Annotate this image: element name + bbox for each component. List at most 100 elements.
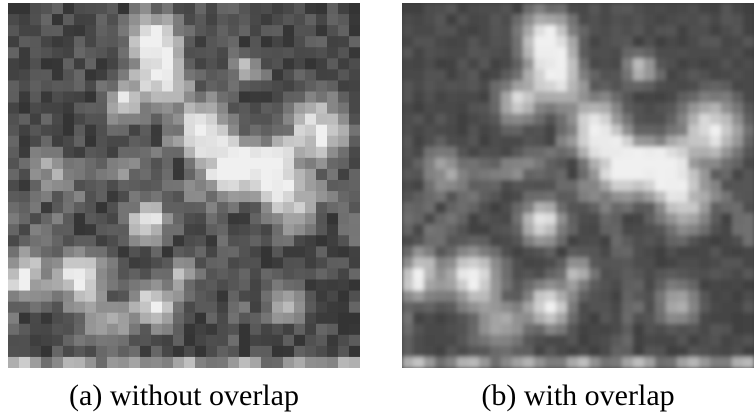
image-cell [30, 25, 42, 37]
image-cell [534, 113, 546, 126]
image-cell [272, 113, 284, 126]
image-cell [611, 36, 623, 48]
image-cell [140, 14, 152, 26]
image-cell [272, 235, 284, 247]
image-cell [85, 14, 97, 26]
image-cell [600, 113, 612, 126]
image-cell [261, 25, 273, 37]
image-cell [140, 146, 152, 159]
image-cell [239, 235, 251, 247]
image-cell [74, 268, 86, 281]
image-cell [173, 69, 185, 82]
image-cell [523, 323, 535, 336]
image-cell [479, 246, 491, 258]
image-cell [228, 179, 240, 192]
image-cell [184, 268, 196, 281]
image-cell [479, 113, 491, 126]
image-cell [41, 235, 53, 247]
image-cell [30, 157, 42, 170]
image-cell [162, 345, 174, 358]
image-cell [217, 301, 229, 314]
image-cell [41, 135, 53, 148]
image-cell [710, 334, 722, 347]
image-cell [479, 202, 491, 214]
image-cell [699, 202, 711, 214]
image-cell [52, 113, 64, 126]
image-cell [413, 213, 425, 225]
image-cell [294, 213, 306, 225]
image-cell [633, 279, 645, 292]
image-cell [732, 213, 744, 225]
image-cell [446, 179, 458, 192]
image-cell [283, 146, 295, 159]
image-cell [316, 113, 328, 126]
image-cell [589, 36, 601, 48]
image-cell [545, 345, 557, 358]
image-cell [349, 80, 360, 93]
image-cell [688, 213, 700, 225]
image-cell [85, 179, 97, 192]
image-cell [327, 290, 339, 303]
image-cell [316, 157, 328, 170]
image-cell [534, 91, 546, 104]
image-cell [677, 80, 689, 93]
image-cell [501, 91, 513, 104]
image-cell [457, 36, 469, 48]
image-cell [721, 345, 733, 358]
image-cell [63, 69, 75, 82]
image-cell [501, 14, 513, 26]
image-cell [677, 69, 689, 82]
image-cell [633, 25, 645, 37]
image-cell [305, 268, 317, 281]
image-cell [435, 356, 447, 368]
image-cell [523, 191, 535, 203]
image-cell [666, 25, 678, 37]
image-cell [250, 69, 262, 82]
image-cell [184, 146, 196, 159]
image-cell [457, 323, 469, 336]
image-cell [578, 334, 590, 347]
image-cell [534, 268, 546, 281]
image-cell [644, 356, 656, 368]
image-cell [611, 157, 623, 170]
image-cell [633, 345, 645, 358]
image-cell [490, 135, 502, 148]
image-cell [512, 58, 524, 70]
image-cell [283, 202, 295, 214]
image-cell [402, 113, 414, 126]
image-cell [162, 47, 174, 59]
image-cell [63, 179, 75, 192]
image-cell [402, 58, 414, 70]
image-cell [41, 36, 53, 48]
image-cell [118, 157, 130, 170]
image-cell [30, 36, 42, 48]
image-cell [501, 202, 513, 214]
image-cell [8, 91, 20, 104]
image-cell [567, 334, 579, 347]
image-cell [184, 312, 196, 325]
image-cell [140, 290, 152, 303]
image-cell [96, 312, 108, 325]
image-cell [85, 25, 97, 37]
image-cell [8, 102, 20, 115]
image-cell [710, 80, 722, 93]
image-cell [250, 246, 262, 258]
image-cell [490, 102, 502, 115]
image-cell [424, 224, 436, 236]
image-cell [184, 3, 196, 15]
image-cell [162, 213, 174, 225]
image-cell [118, 268, 130, 281]
image-cell [195, 80, 207, 93]
image-cell [250, 91, 262, 104]
image-cell [63, 146, 75, 159]
image-cell [490, 179, 502, 192]
image-cell [140, 202, 152, 214]
image-cell [666, 235, 678, 247]
image-cell [162, 146, 174, 159]
image-cell [501, 312, 513, 325]
image-cell [206, 146, 218, 159]
image-cell [666, 213, 678, 225]
image-cell [677, 157, 689, 170]
image-cell [30, 345, 42, 358]
image-cell [85, 168, 97, 181]
